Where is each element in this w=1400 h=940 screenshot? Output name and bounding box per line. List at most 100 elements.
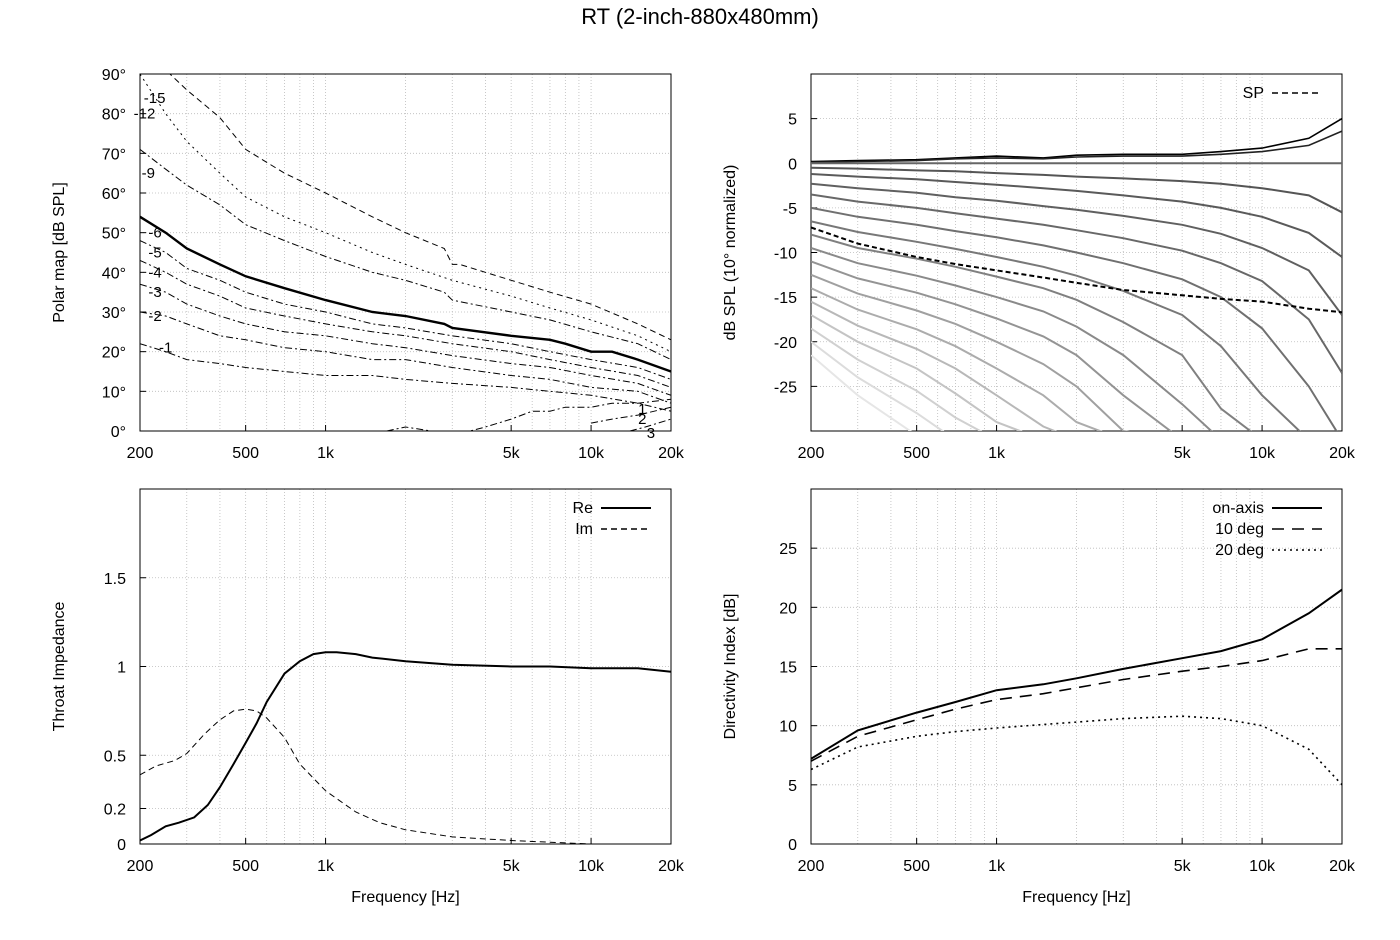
x-tick-label: 1k	[988, 445, 1006, 462]
legend-label: Re	[573, 500, 594, 517]
x-tick-label: 5k	[1174, 858, 1192, 875]
series-line--2	[140, 311, 671, 404]
x-tick-label: 20k	[1329, 445, 1356, 462]
y-tick-label: -25	[774, 379, 797, 396]
angle-curve-60	[811, 273, 1130, 431]
series-line--1	[140, 343, 671, 412]
normalized-spl-chart: 200 500 1k 5k 10k 20k 5 0 -5 -10 -15 -20 -25 dB SPL (…	[722, 73, 1356, 462]
contour-label: 2	[638, 411, 646, 428]
x-tick-label: 10k	[1249, 445, 1276, 462]
y-tick-label: 40°	[102, 265, 126, 282]
angle-curve-30	[811, 193, 1342, 374]
y-tick-label: 10°	[102, 384, 126, 401]
y-tick-label: 0.5	[104, 748, 126, 765]
grid	[140, 489, 671, 844]
y-tick-label: 5	[788, 778, 797, 795]
contour-label: -15	[144, 90, 166, 107]
series-line-1	[386, 398, 671, 431]
y-tick-label: 0.2	[104, 802, 126, 819]
contour-label: 1	[638, 401, 646, 418]
series-line-2	[591, 406, 671, 424]
directivity-index-chart: 200 500 1k 5k 10k 20k 0 5 10 15 20 25 Directivity In…	[722, 488, 1356, 906]
y-tick-label: 25	[779, 541, 797, 558]
x-tick-label: 20k	[658, 445, 685, 462]
series-line-3	[629, 418, 671, 431]
x-tick-label: 200	[798, 445, 825, 462]
x-tick-label: 200	[798, 858, 825, 875]
angle-curve-50	[811, 247, 1213, 431]
series	[811, 588, 1342, 786]
contour-label: -1	[159, 340, 172, 357]
x-tick-label: 1k	[317, 445, 335, 462]
series-line--9	[140, 149, 671, 361]
series-line--3	[140, 283, 671, 396]
angle-curve-5	[811, 130, 1342, 164]
page-title: RT (2-inch-880x480mm)	[581, 4, 819, 29]
series-line--15	[169, 74, 671, 341]
y-tick-label: 10	[779, 719, 797, 736]
grid	[140, 74, 671, 431]
y-axis-label: Throat Impedance	[51, 601, 68, 731]
x-tick-label: 5k	[1174, 445, 1192, 462]
x-tick-label: 500	[232, 858, 259, 875]
legend-label: Im	[575, 521, 593, 538]
y-tick-label: 50°	[102, 226, 126, 243]
series-line-Re	[140, 651, 671, 842]
y-tick-label: 70°	[102, 146, 126, 163]
angle-curve-35	[811, 206, 1338, 431]
x-tick-label: 5k	[503, 445, 521, 462]
series-line--5	[140, 240, 671, 380]
y-tick-label: 20	[779, 600, 797, 617]
sp-curve	[811, 226, 1342, 314]
angle-curve-20	[811, 173, 1342, 258]
y-tick-label: 15	[779, 660, 797, 677]
angle-curve-0	[811, 117, 1342, 163]
y-tick-label: -20	[774, 335, 797, 352]
x-tick-label: 10k	[578, 858, 605, 875]
x-tick-label: 5k	[503, 858, 521, 875]
y-tick-label: 60°	[102, 186, 126, 203]
x-tick-label: 200	[127, 858, 154, 875]
grid	[811, 74, 1342, 431]
series-line--12	[140, 74, 671, 353]
throat-impedance-chart: 200 500 1k 5k 10k 20k 0 0.2 0.5 1 1.5 Throat Impeda…	[51, 488, 685, 906]
series	[140, 651, 671, 844]
legend-label: 10 deg	[1215, 521, 1264, 538]
series	[140, 74, 671, 431]
angle-curve-55	[811, 260, 1173, 431]
y-tick-label: 20°	[102, 345, 126, 362]
plot-frame	[139, 73, 672, 432]
legend-label: 20 deg	[1215, 542, 1264, 559]
contour-label: -5	[148, 245, 161, 262]
x-tick-label: 1k	[988, 858, 1006, 875]
x-tick-label: 1k	[317, 858, 335, 875]
series-line-10 deg	[811, 648, 1342, 762]
contour-label: 3	[647, 425, 655, 442]
angle-curve-65	[811, 287, 1103, 431]
legend-label: on-axis	[1212, 500, 1264, 517]
series-line--6	[140, 215, 671, 373]
x-tick-label: 500	[903, 858, 930, 875]
y-tick-label: -10	[774, 246, 797, 263]
polar-map-chart: 200 500 1k 5k 10k 20k 0° 10° 20° 30° 40° 50° 60° 70° 8…	[51, 67, 685, 462]
angle-curve-25	[811, 182, 1342, 316]
x-tick-label: 200	[127, 445, 154, 462]
y-tick-label: -5	[783, 201, 797, 218]
angle-curves	[811, 117, 1342, 431]
x-axis-label: Frequency [Hz]	[351, 889, 459, 906]
contour-label: -2	[148, 308, 161, 325]
x-tick-label: 500	[232, 445, 259, 462]
contour-label: -6	[148, 225, 161, 242]
y-axis-label: Directivity Index [dB]	[722, 594, 739, 740]
y-tick-label: 90°	[102, 67, 126, 84]
x-tick-label: 500	[903, 445, 930, 462]
y-tick-label: 5	[788, 112, 797, 129]
x-tick-label: 20k	[658, 858, 685, 875]
y-axis-label: dB SPL (10° normalized)	[722, 165, 739, 341]
contour-label: -12	[134, 106, 156, 123]
angle-curve-15	[811, 166, 1342, 214]
angle-curve-70	[811, 300, 1058, 431]
angle-curve-40	[811, 220, 1301, 431]
legend-label: SP	[1243, 85, 1264, 102]
